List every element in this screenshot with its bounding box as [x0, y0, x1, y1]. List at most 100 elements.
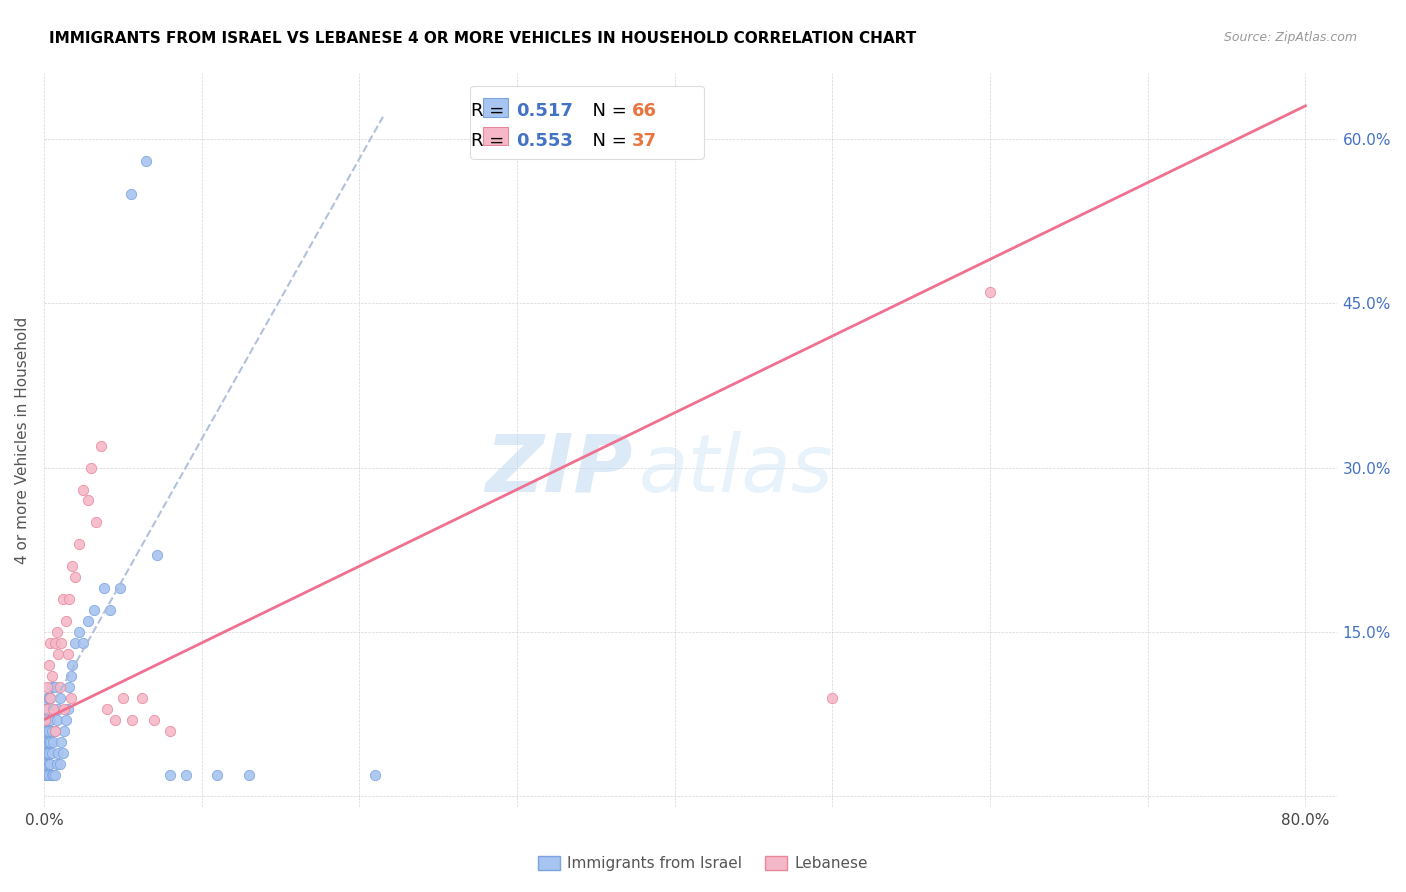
- Point: [98, 603, 121, 617]
- Point: [84, 516, 107, 530]
- Point: [39, 690, 62, 705]
- Point: [59, 690, 82, 705]
- Text: IMMIGRANTS FROM ISRAEL VS LEBANESE 4 OR MORE VEHICLES IN HOUSEHOLD CORRELATION C: IMMIGRANTS FROM ISRAEL VS LEBANESE 4 OR …: [49, 31, 917, 46]
- Point: [80, 460, 103, 475]
- Text: N =: N =: [581, 131, 633, 150]
- Point: [34, 713, 56, 727]
- Point: [120, 186, 142, 201]
- Point: [146, 549, 169, 563]
- Point: [41, 723, 63, 738]
- Point: [72, 636, 94, 650]
- Point: [53, 702, 76, 716]
- Point: [39, 713, 62, 727]
- Point: [38, 734, 60, 748]
- Text: ZIP: ZIP: [485, 431, 633, 508]
- Point: [42, 702, 65, 716]
- Point: [41, 669, 63, 683]
- Point: [159, 723, 181, 738]
- Point: [58, 592, 80, 607]
- Point: [65, 636, 87, 650]
- Point: [35, 723, 58, 738]
- Point: [45, 625, 67, 640]
- Point: [38, 723, 60, 738]
- Point: [135, 153, 157, 168]
- Point: [56, 702, 79, 716]
- Text: 66: 66: [633, 103, 657, 120]
- Point: [44, 636, 66, 650]
- Point: [52, 746, 75, 760]
- Point: [41, 746, 63, 760]
- Text: Source: ZipAtlas.com: Source: ZipAtlas.com: [1223, 31, 1357, 45]
- Point: [35, 680, 58, 694]
- Point: [35, 690, 58, 705]
- Text: R =: R =: [471, 103, 509, 120]
- Point: [48, 756, 70, 771]
- Text: 0.517: 0.517: [516, 103, 572, 120]
- Point: [39, 734, 62, 748]
- Point: [55, 713, 77, 727]
- Point: [51, 636, 73, 650]
- Point: [34, 723, 56, 738]
- Point: [53, 723, 76, 738]
- Point: [34, 756, 56, 771]
- Point: [174, 767, 197, 781]
- Point: [77, 493, 100, 508]
- Point: [96, 702, 118, 716]
- Point: [46, 746, 69, 760]
- Point: [42, 702, 65, 716]
- Point: [121, 713, 143, 727]
- Point: [38, 713, 60, 727]
- Point: [35, 767, 58, 781]
- Point: [48, 680, 70, 694]
- Point: [42, 734, 65, 748]
- Point: [83, 603, 105, 617]
- Text: N =: N =: [581, 103, 633, 120]
- Text: R =: R =: [471, 131, 509, 150]
- Point: [35, 746, 58, 760]
- Point: [35, 713, 58, 727]
- Point: [60, 657, 83, 672]
- Point: [35, 702, 58, 716]
- Point: [45, 756, 67, 771]
- Point: [35, 756, 58, 771]
- Point: [46, 702, 69, 716]
- Point: [34, 713, 56, 727]
- Point: [104, 713, 127, 727]
- Point: [38, 767, 60, 781]
- Point: [159, 767, 181, 781]
- Text: 0.553: 0.553: [516, 131, 572, 150]
- Point: [72, 483, 94, 497]
- Point: [42, 767, 65, 781]
- Point: [41, 680, 63, 694]
- Point: [131, 690, 153, 705]
- Text: 37: 37: [633, 131, 657, 150]
- Point: [46, 647, 69, 661]
- Legend: Immigrants from Israel, Lebanese: Immigrants from Israel, Lebanese: [531, 850, 875, 877]
- Point: [111, 690, 134, 705]
- Point: [60, 559, 83, 574]
- Point: [238, 767, 260, 781]
- Point: [44, 723, 66, 738]
- Point: [39, 636, 62, 650]
- Point: [979, 285, 1001, 300]
- Point: [93, 581, 115, 595]
- Point: [77, 614, 100, 628]
- Text: atlas: atlas: [638, 431, 834, 508]
- Point: [51, 734, 73, 748]
- Y-axis label: 4 or more Vehicles in Household: 4 or more Vehicles in Household: [15, 317, 30, 564]
- Point: [108, 581, 131, 595]
- Point: [35, 702, 58, 716]
- Point: [45, 713, 67, 727]
- Point: [39, 690, 62, 705]
- Point: [34, 767, 56, 781]
- Point: [55, 614, 77, 628]
- Point: [56, 647, 79, 661]
- Point: [48, 690, 70, 705]
- Point: [364, 767, 387, 781]
- Point: [41, 767, 63, 781]
- Point: [34, 746, 56, 760]
- Point: [38, 657, 60, 672]
- Point: [821, 690, 844, 705]
- Point: [58, 680, 80, 694]
- Point: [38, 746, 60, 760]
